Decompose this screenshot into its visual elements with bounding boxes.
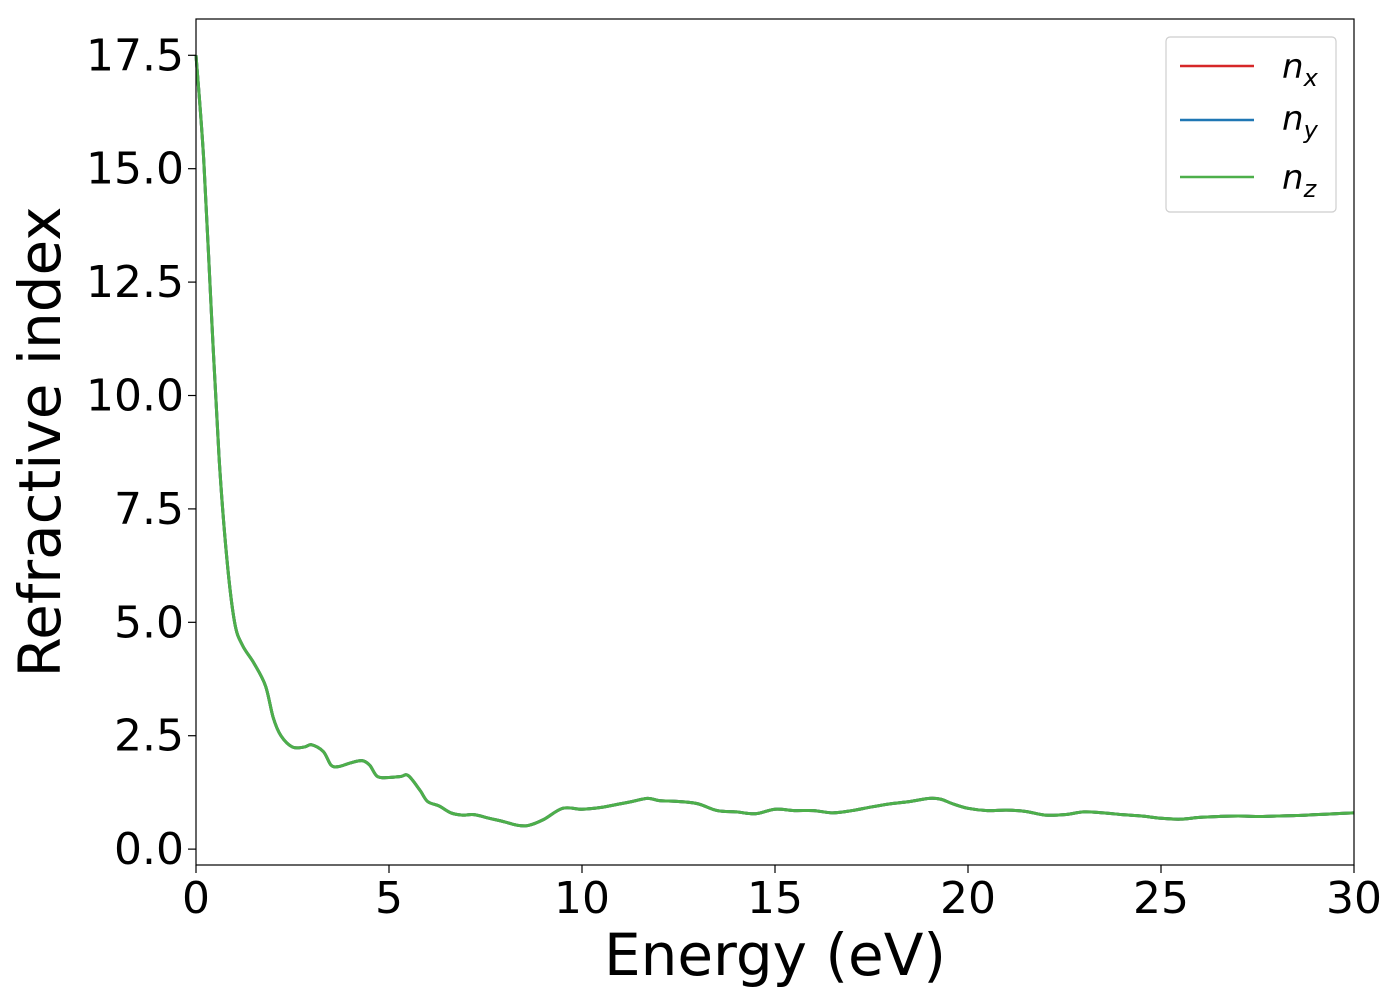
legend-label-nz: nz (1282, 158, 1318, 203)
x-axis-title: Energy (eV) (604, 921, 946, 989)
y-tick-label: 17.5 (86, 30, 184, 81)
x-tick-label: 20 (940, 873, 996, 924)
y-tick-label: 10.0 (86, 371, 184, 422)
legend-entry-ny: ny (1180, 99, 1319, 144)
legend-box (1165, 36, 1337, 213)
y-tick-label: 12.5 (86, 257, 184, 308)
y-axis-title: Refractive index (6, 206, 74, 677)
legend-entry-nz: nz (1180, 158, 1318, 203)
x-tick-label: 5 (375, 873, 403, 924)
series-line-nz (194, 55, 1355, 828)
series-layer (194, 55, 1355, 828)
x-tick-label: 30 (1326, 873, 1382, 924)
x-tick-label: 15 (747, 873, 803, 924)
y-tick-label: 7.5 (114, 484, 184, 535)
legend-label-ny: ny (1282, 99, 1319, 144)
y-tick-label: 2.5 (114, 711, 184, 762)
x-tick-label: 10 (554, 873, 610, 924)
y-tick-label: 5.0 (114, 597, 184, 648)
y-axis-ticks: 0.0 2.5 5.0 7.5 10.0 12.5 15.0 17.5 (86, 30, 196, 875)
x-axis-ticks: 0 5 10 15 20 25 30 (182, 865, 1382, 924)
x-tick-label: 25 (1133, 873, 1189, 924)
legend: nx ny nz (1165, 36, 1337, 213)
legend-label-nx: nx (1282, 47, 1319, 92)
y-tick-label: 0.0 (114, 824, 184, 875)
plot-background (196, 19, 1354, 865)
x-tick-label: 0 (182, 873, 210, 924)
y-tick-label: 15.0 (86, 144, 184, 195)
legend-entry-nx: nx (1180, 47, 1319, 92)
